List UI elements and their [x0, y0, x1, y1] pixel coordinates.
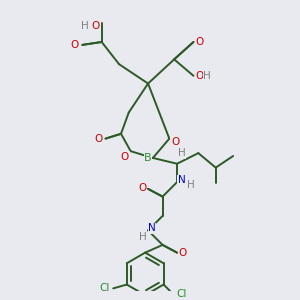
- Text: H: H: [140, 232, 147, 242]
- Text: B: B: [144, 153, 152, 163]
- Text: Cl: Cl: [177, 289, 187, 299]
- Text: Cl: Cl: [99, 284, 110, 293]
- Text: O: O: [138, 183, 146, 193]
- Text: H: H: [203, 71, 211, 81]
- Text: O: O: [121, 152, 129, 162]
- Text: H: H: [81, 20, 89, 31]
- Text: H: H: [178, 148, 186, 158]
- Text: O: O: [95, 134, 103, 144]
- Text: O: O: [92, 20, 100, 31]
- Text: O: O: [195, 71, 203, 81]
- Text: N: N: [148, 224, 156, 233]
- Text: O: O: [171, 137, 179, 148]
- Text: H: H: [187, 180, 194, 190]
- Text: O: O: [70, 40, 79, 50]
- Text: O: O: [195, 37, 203, 47]
- Text: N: N: [178, 175, 186, 185]
- Text: O: O: [179, 248, 187, 258]
